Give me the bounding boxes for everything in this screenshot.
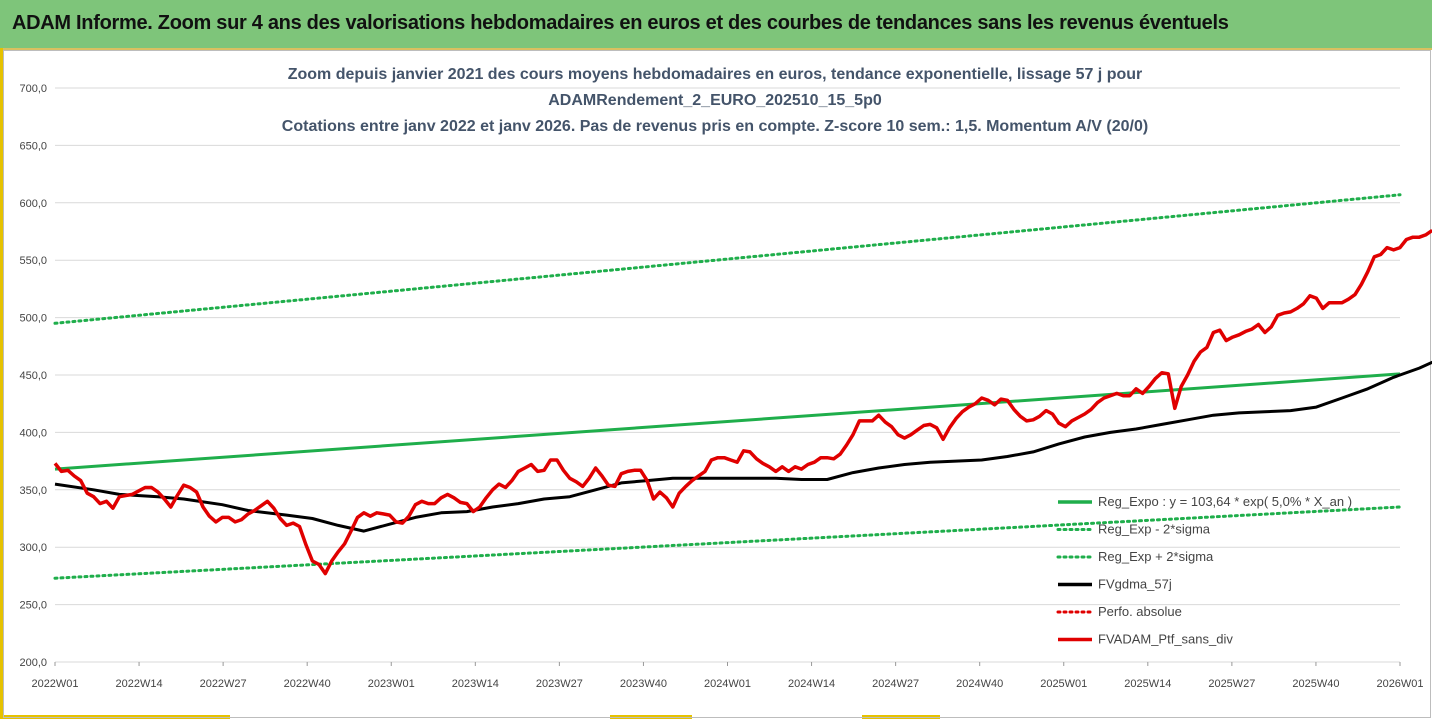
left-accent-bar [0,48,3,719]
x-tick-label: 2024W01 [704,678,751,690]
chart-title-line-2: ADAMRendement_2_EURO_202510_15_5p0 [548,92,882,109]
series-line-fvadam [53,228,1432,576]
y-tick-label: 650,0 [19,140,47,152]
x-tick-label: 2026W01 [1376,678,1423,690]
chart-title-line-3: Cotations entre janv 2022 et janv 2026. … [281,118,1149,135]
y-tick-label: 300,0 [19,542,47,554]
y-tick-label: 350,0 [19,485,47,497]
x-tick-label: 2023W01 [368,678,415,690]
x-tick-label: 2022W27 [200,678,247,690]
x-tick-label: 2025W40 [1292,678,1339,690]
page-title: ADAM Informe. Zoom sur 4 ans des valoris… [12,12,1229,34]
x-tick-label: 2024W27 [872,678,919,690]
y-tick-label: 600,0 [19,198,47,210]
y-tick-label: 550,0 [19,255,47,267]
legend-label: Reg_Exp - 2*sigma [1098,522,1211,537]
x-tick-label: 2023W40 [620,678,667,690]
x-tick-label: 2025W01 [1040,678,1087,690]
x-tick-label: 2025W14 [1124,678,1171,690]
y-tick-label: 450,0 [19,370,47,382]
legend-label: Reg_Expo : y = 103,64 * exp( 5,0% * X_an… [1098,494,1352,509]
x-tick-label: 2023W14 [452,678,499,690]
y-tick-label: 500,0 [19,313,47,325]
y-tick-label: 250,0 [19,600,47,612]
y-tick-label: 400,0 [19,427,47,439]
x-tick-label: 2022W40 [284,678,331,690]
x-tick-label: 2022W14 [116,678,163,690]
series-line-reg-minus-2sigma [53,505,1402,580]
series-line-reg-expo [54,372,1401,471]
legend-label: FVgdma_57j [1098,577,1172,592]
series-line-fvgdma [54,360,1432,533]
chart-title-line-1: Zoom depuis janvier 2021 des cours moyen… [287,66,1143,83]
legend-label: Reg_Exp + 2*sigma [1098,549,1214,564]
x-tick-label: 2024W40 [956,678,1003,690]
series-line-reg-plus-2sigma [53,193,1402,325]
x-tick-label: 2024W14 [788,678,835,690]
legend-label: Perfo. absolue [1098,604,1182,619]
x-tick-label: 2022W01 [31,678,78,690]
header-banner: ADAM Informe. Zoom sur 4 ans des valoris… [0,0,1432,50]
chart-area [3,50,1431,718]
x-tick-label: 2023W27 [536,678,583,690]
y-tick-label: 700,0 [19,83,47,95]
legend-label: FVADAM_Ptf_sans_div [1098,632,1233,647]
y-tick-label: 200,0 [19,657,47,669]
x-tick-label: 2025W27 [1208,678,1255,690]
